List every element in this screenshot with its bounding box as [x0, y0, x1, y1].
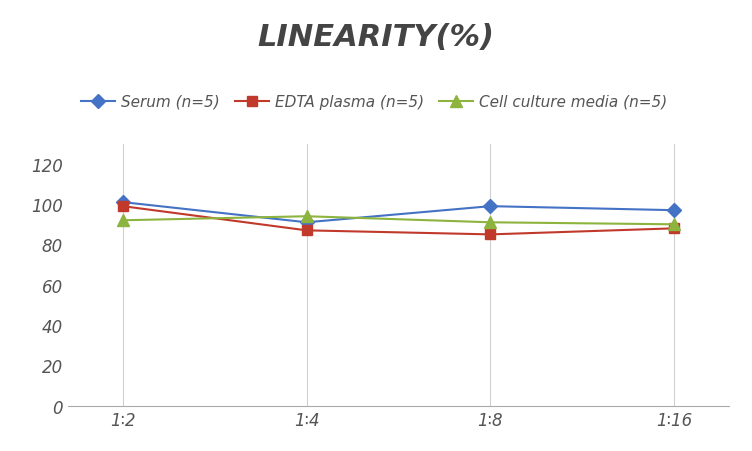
EDTA plasma (n=5): [302, 228, 311, 234]
EDTA plasma (n=5): [118, 204, 127, 209]
Serum (n=5): [486, 204, 495, 209]
EDTA plasma (n=5): [670, 226, 679, 231]
Serum (n=5): [118, 200, 127, 205]
Text: LINEARITY(%): LINEARITY(%): [257, 23, 495, 51]
Legend: Serum (n=5), EDTA plasma (n=5), Cell culture media (n=5): Serum (n=5), EDTA plasma (n=5), Cell cul…: [75, 88, 673, 116]
Line: Serum (n=5): Serum (n=5): [118, 198, 679, 228]
Serum (n=5): [670, 208, 679, 213]
EDTA plasma (n=5): [486, 232, 495, 238]
Serum (n=5): [302, 220, 311, 226]
Cell culture media (n=5): [118, 218, 127, 224]
Cell culture media (n=5): [302, 214, 311, 220]
Line: Cell culture media (n=5): Cell culture media (n=5): [117, 211, 680, 230]
Cell culture media (n=5): [486, 220, 495, 226]
Cell culture media (n=5): [670, 222, 679, 227]
Line: EDTA plasma (n=5): EDTA plasma (n=5): [118, 202, 679, 240]
